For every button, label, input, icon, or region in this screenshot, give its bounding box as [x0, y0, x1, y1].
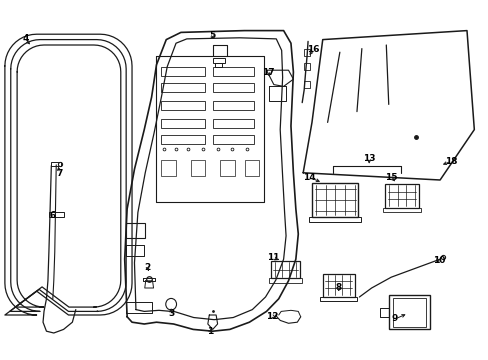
Text: 11: 11 [266, 253, 279, 262]
Bar [311, 183, 358, 217]
Bar [304, 63, 309, 70]
Text: 2: 2 [144, 263, 150, 272]
Bar [161, 83, 205, 92]
Bar [161, 160, 176, 176]
Bar [392, 298, 426, 327]
Text: 16: 16 [306, 45, 319, 54]
Text: 18: 18 [444, 157, 457, 166]
Bar [161, 67, 205, 76]
Bar [212, 101, 254, 110]
Text: 3: 3 [168, 309, 174, 318]
Bar [304, 81, 309, 88]
Text: 6: 6 [49, 211, 55, 220]
Text: 7: 7 [56, 169, 63, 178]
Text: 8: 8 [335, 283, 341, 292]
Bar [220, 160, 234, 176]
Text: 10: 10 [432, 256, 445, 265]
Bar [271, 261, 299, 278]
Bar [382, 208, 420, 212]
Text: 13: 13 [362, 154, 375, 163]
Text: 17: 17 [261, 68, 274, 77]
Text: 1: 1 [207, 328, 213, 336]
Bar [308, 217, 361, 222]
Bar [322, 274, 354, 297]
Bar [212, 83, 254, 92]
Text: 12: 12 [265, 311, 278, 320]
Bar [161, 119, 205, 128]
Bar [161, 101, 205, 110]
Bar [161, 135, 205, 144]
Bar [126, 223, 144, 238]
Bar [215, 63, 222, 67]
Text: 14: 14 [302, 173, 315, 181]
Bar [385, 184, 418, 208]
Bar [212, 135, 254, 144]
Text: 9: 9 [391, 315, 398, 323]
Bar [190, 160, 205, 176]
Bar [304, 49, 309, 56]
Text: 5: 5 [209, 31, 215, 40]
Bar [51, 162, 61, 166]
Bar [388, 295, 429, 329]
Text: 15: 15 [384, 173, 397, 181]
Bar [320, 297, 356, 301]
Text: 4: 4 [22, 34, 29, 43]
Bar [212, 58, 224, 63]
Bar [212, 119, 254, 128]
Bar [244, 160, 259, 176]
Bar [212, 67, 254, 76]
Bar [49, 212, 63, 217]
Bar [268, 278, 302, 283]
